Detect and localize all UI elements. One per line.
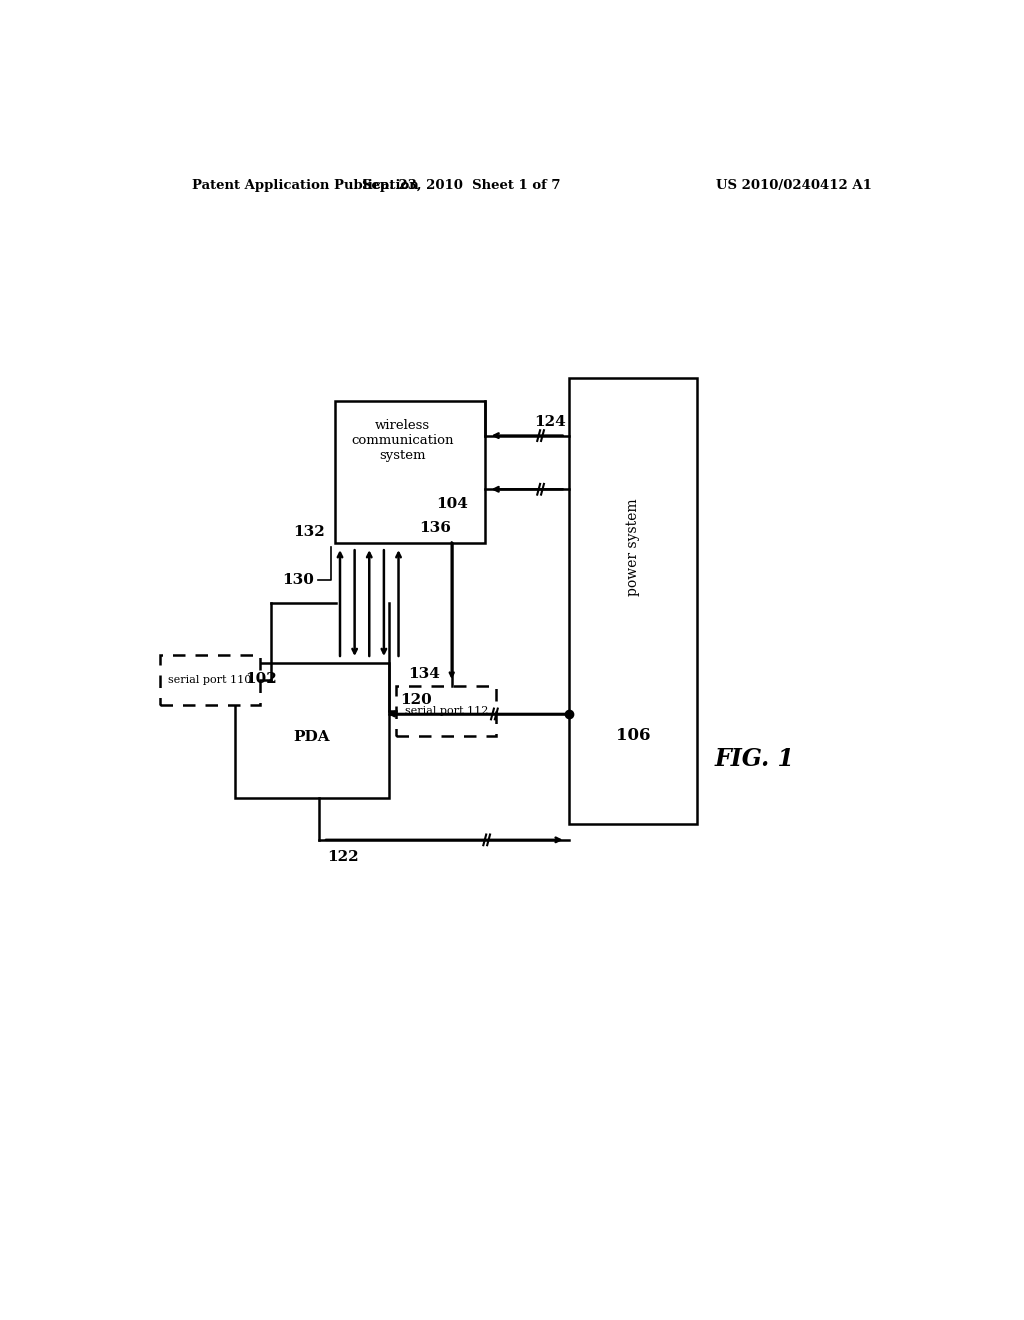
Text: serial port 110: serial port 110 [168, 675, 252, 685]
Bar [160, 655, 260, 705]
Text: 136: 136 [419, 521, 452, 535]
Text: 122: 122 [327, 850, 358, 863]
Bar [335, 401, 484, 544]
Text: 106: 106 [615, 726, 650, 743]
Text: Sep. 23, 2010  Sheet 1 of 7: Sep. 23, 2010 Sheet 1 of 7 [362, 178, 561, 191]
Text: 102: 102 [245, 672, 276, 686]
Text: 130: 130 [282, 573, 313, 587]
Text: 134: 134 [408, 668, 439, 681]
Text: 120: 120 [400, 693, 432, 708]
Text: serial port 112: serial port 112 [404, 706, 488, 715]
Text: Patent Application Publication: Patent Application Publication [193, 178, 419, 191]
Bar [234, 663, 388, 797]
Text: wireless
communication
system: wireless communication system [351, 420, 454, 462]
Text: 132: 132 [293, 525, 325, 539]
Text: PDA: PDA [293, 730, 330, 744]
Bar [569, 378, 696, 825]
Text: power system: power system [626, 499, 640, 597]
Bar [396, 686, 497, 737]
Text: US 2010/0240412 A1: US 2010/0240412 A1 [716, 178, 871, 191]
Text: 124: 124 [534, 414, 565, 429]
Text: FIG. 1: FIG. 1 [715, 747, 795, 771]
Text: 104: 104 [436, 496, 468, 511]
